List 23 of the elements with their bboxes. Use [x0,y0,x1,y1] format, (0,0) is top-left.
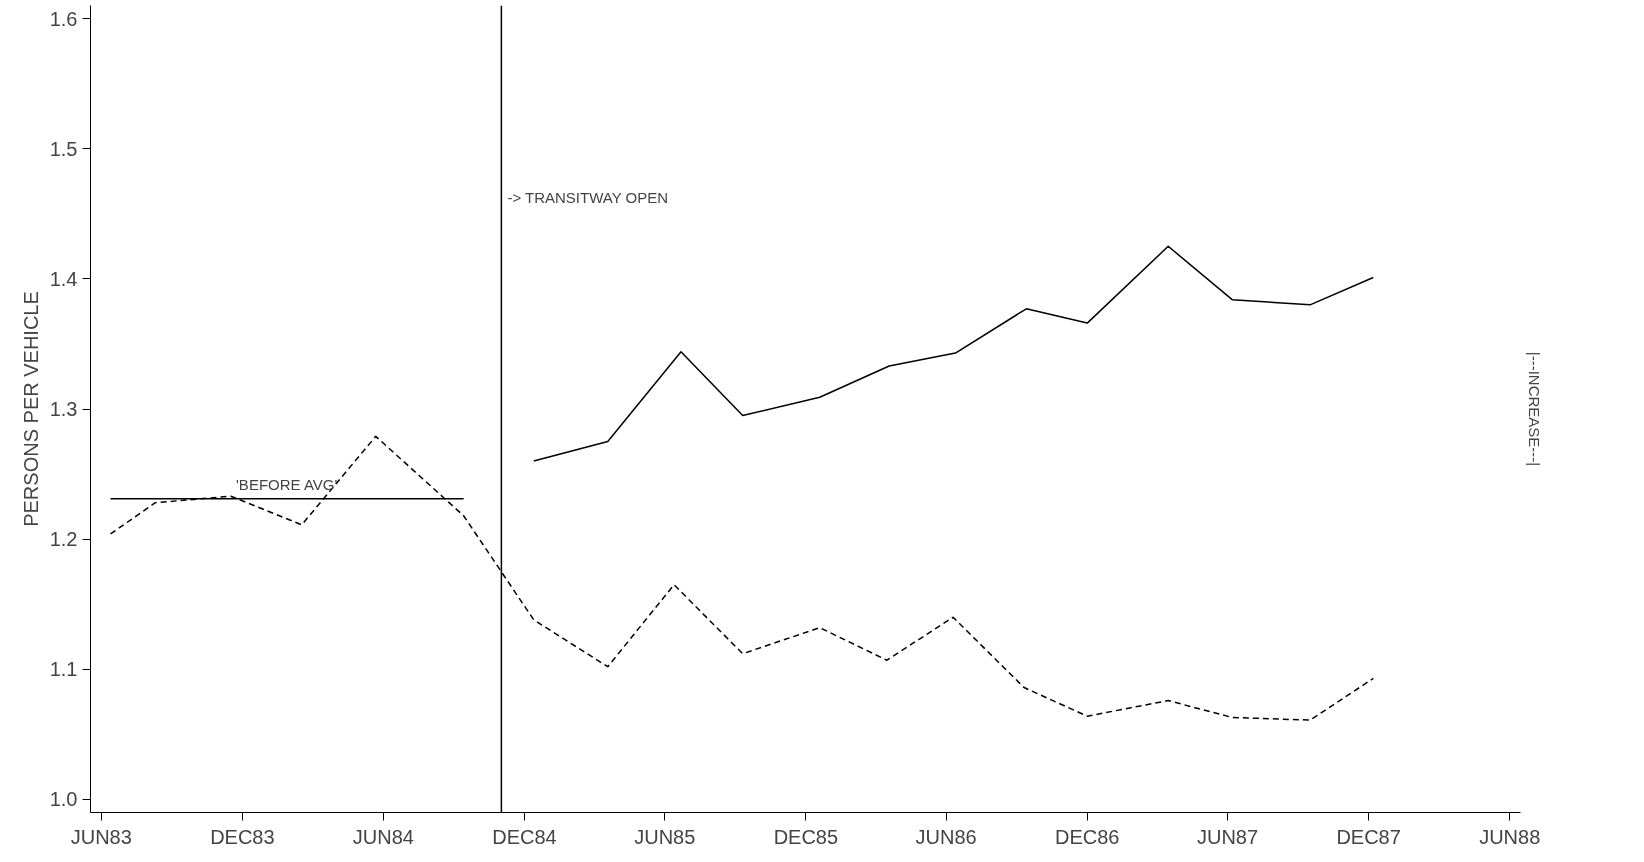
y-tick-label: 1.0 [49,788,78,811]
y-tick-label: 1.2 [49,528,78,551]
line-series [533,245,1375,462]
x-tick-label: JUN85 [634,825,696,848]
y-tick-label: 1.4 [49,267,78,290]
y-tick-label: 1.5 [49,137,78,160]
ref-line-label: -> TRANSITWAY OPEN [507,188,669,206]
x-tick-label: DEC83 [210,825,275,848]
x-tick-label: DEC86 [1055,825,1120,848]
y-tick-label: 1.3 [49,398,78,420]
x-tick-label: JUN88 [1479,825,1541,848]
y-axis-title: PERSONS PER VEHICLE [19,291,42,527]
series-label: 'BEFORE AVG' [236,475,338,493]
x-tick-label: DEC85 [773,825,839,848]
x-tick-label: JUN86 [915,825,977,848]
text: |---INCREASE---| [1525,351,1543,467]
y-tick-label: 1.1 [49,658,78,681]
x-tick-label: JUN84 [352,825,415,848]
y-tick-label: 1.6 [49,7,78,30]
x-tick-label: JUN87 [1197,825,1259,848]
x-tick-label: JUN83 [70,825,132,848]
x-tick-label: DEC84 [492,825,557,848]
x-tick-label: DEC87 [1336,825,1401,848]
